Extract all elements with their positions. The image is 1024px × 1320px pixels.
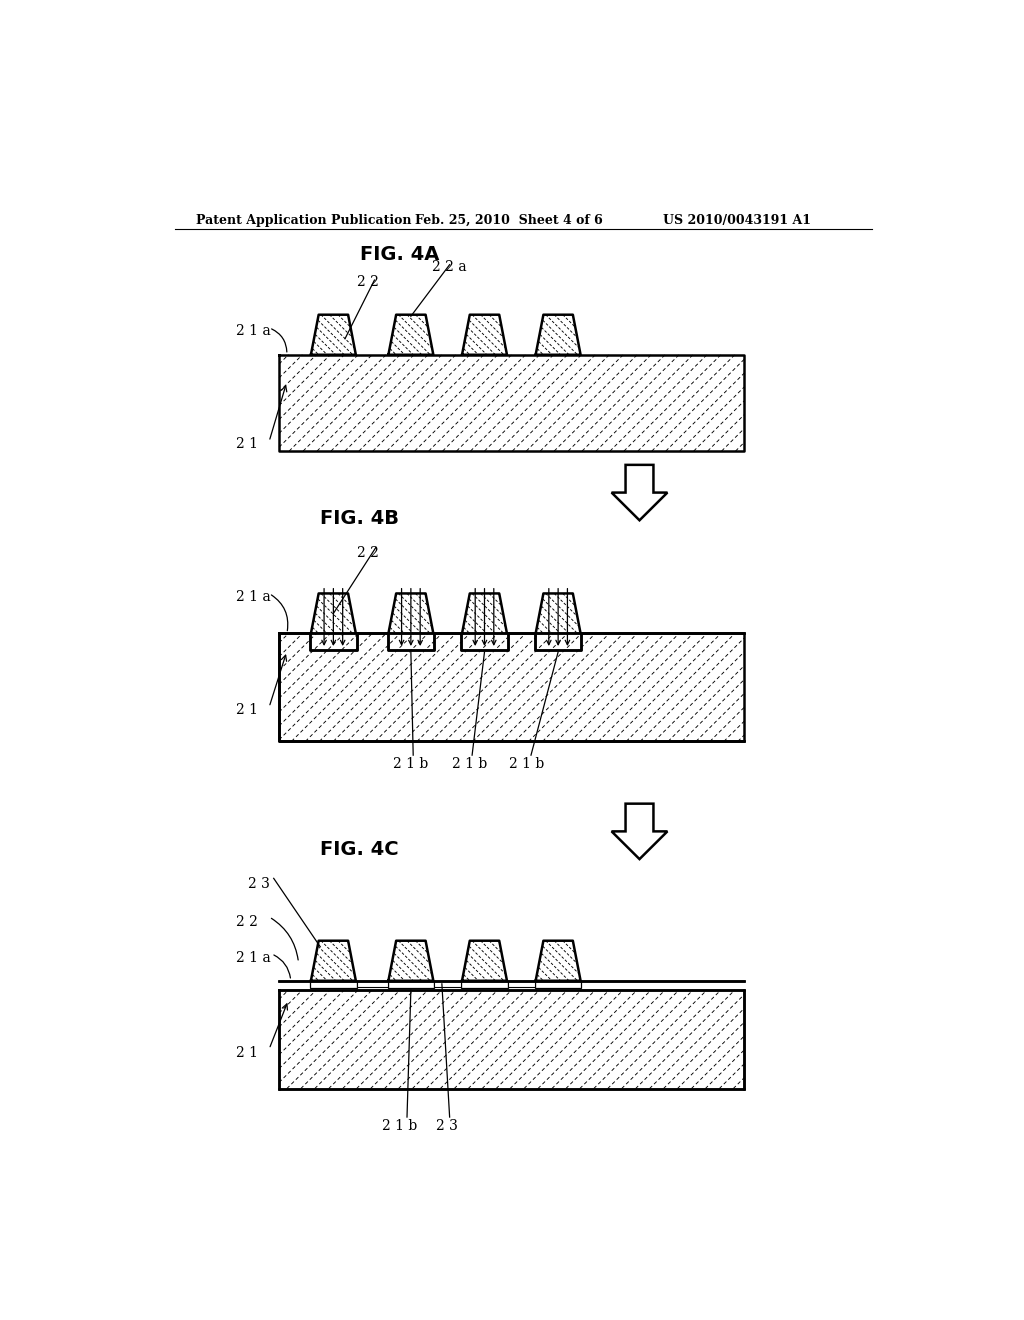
Text: FIG. 4C: FIG. 4C <box>321 840 398 859</box>
Text: 2 2 a: 2 2 a <box>432 260 466 275</box>
Text: FIG. 4B: FIG. 4B <box>321 508 399 528</box>
Bar <box>508 981 535 987</box>
Polygon shape <box>611 465 668 520</box>
Text: 2 1: 2 1 <box>237 1047 258 1060</box>
Text: 2 3: 2 3 <box>248 876 270 891</box>
Bar <box>508 616 535 634</box>
Bar <box>461 981 508 989</box>
Text: 2 1 a: 2 1 a <box>237 590 271 603</box>
Bar <box>434 616 461 634</box>
Text: 2 2: 2 2 <box>357 545 379 560</box>
Text: FIG. 4A: FIG. 4A <box>360 244 440 264</box>
Bar <box>280 616 310 634</box>
Bar <box>535 981 582 989</box>
Text: 2 1 a: 2 1 a <box>237 952 271 965</box>
Text: US 2010/0043191 A1: US 2010/0043191 A1 <box>663 214 811 227</box>
Text: 2 2: 2 2 <box>357 276 379 289</box>
Polygon shape <box>611 804 668 859</box>
Text: 2 1 b: 2 1 b <box>393 756 428 771</box>
Bar <box>582 616 744 634</box>
Bar <box>388 981 434 989</box>
Text: 2 1: 2 1 <box>237 702 258 717</box>
Bar <box>280 981 744 990</box>
Text: 2 3: 2 3 <box>436 1118 459 1133</box>
Bar <box>356 981 388 987</box>
Text: 2 1 b: 2 1 b <box>509 756 545 771</box>
Text: Feb. 25, 2010  Sheet 4 of 6: Feb. 25, 2010 Sheet 4 of 6 <box>415 214 602 227</box>
Text: 2 2: 2 2 <box>237 915 258 929</box>
Text: 2 1 b: 2 1 b <box>452 756 487 771</box>
Bar <box>310 981 356 989</box>
Bar <box>356 616 388 634</box>
Text: 2 1: 2 1 <box>237 437 258 451</box>
Bar <box>434 981 461 987</box>
Text: Patent Application Publication: Patent Application Publication <box>197 214 412 227</box>
Text: 2 1 b: 2 1 b <box>382 1118 418 1133</box>
Text: 2 1 a: 2 1 a <box>237 323 271 338</box>
